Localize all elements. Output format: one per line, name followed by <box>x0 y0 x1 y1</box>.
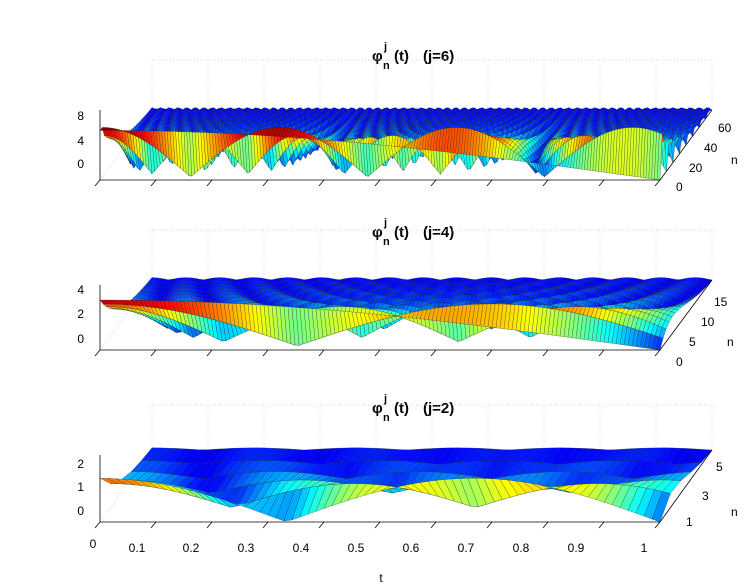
panel-j6-title-symbol: φ <box>372 48 383 65</box>
panel-j4-title-sup: j <box>383 217 387 229</box>
panel-j4-title-symbol: φ <box>372 224 383 241</box>
panel-j6-title-param: (j=6) <box>423 48 454 65</box>
panel-j6-z-ticks: 0 4 8 <box>77 109 84 171</box>
panel-j4-title-param: (j=4) <box>423 224 454 241</box>
panel-j6-z-tick: 4 <box>77 134 84 148</box>
panel-j4-title-sub: n <box>383 236 390 248</box>
panel-j6-n-tick: 60 <box>718 121 732 135</box>
panel-j6-title-sub: n <box>383 60 390 72</box>
panel-j6-n-label: n <box>731 153 738 167</box>
panel-j6: φ j n (t) (j=6) 0 4 8 0 20 40 60 n <box>77 41 737 194</box>
panel-j6-z-tick: 0 <box>77 157 84 171</box>
panel-j6-title-arg: (t) <box>394 48 409 65</box>
panel-j6-n-tick: 0 <box>676 180 683 194</box>
panel-j6-z-tick: 8 <box>77 109 84 123</box>
panel-j6-title-sup: j <box>383 41 387 53</box>
panel-j6-n-tick: 40 <box>704 141 718 155</box>
panel-j6-n-tick: 20 <box>689 161 703 175</box>
panel-j4-title-arg: (t) <box>394 224 409 241</box>
panel-j6-surface <box>99 107 713 181</box>
panel-j6-title: φ j n (t) (j=6) <box>372 41 454 72</box>
